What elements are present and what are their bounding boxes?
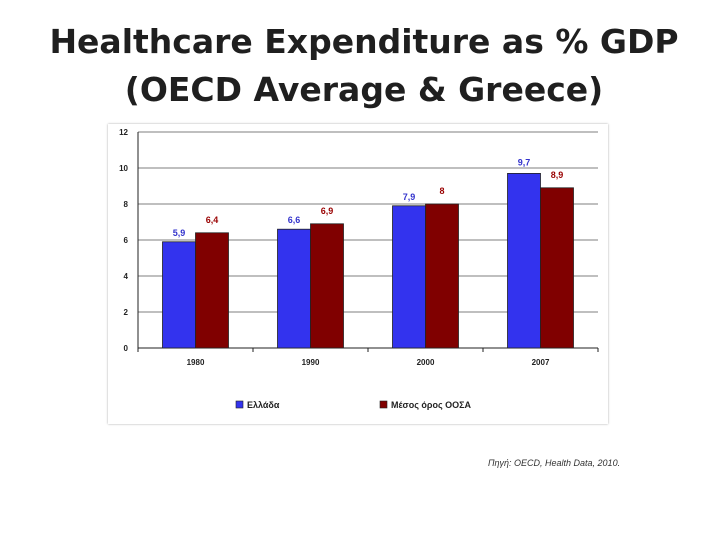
bar-greece bbox=[507, 173, 541, 349]
x-tick-label: 2000 bbox=[417, 358, 435, 367]
bar-greece bbox=[277, 228, 311, 349]
title-line-2: (OECD Average & Greece) bbox=[124, 70, 604, 109]
y-tick-label: 8 bbox=[124, 200, 129, 209]
bar-greece bbox=[162, 241, 196, 349]
bar-oecd bbox=[540, 187, 574, 349]
y-tick-label: 12 bbox=[119, 128, 128, 137]
legend-label: Ελλάδα bbox=[247, 400, 280, 410]
title-line-1: Healthcare Expenditure as % GDP bbox=[49, 22, 679, 61]
data-label: 8,9 bbox=[551, 170, 564, 180]
legend-swatch-oecd bbox=[379, 400, 388, 409]
y-tick-label: 2 bbox=[124, 308, 129, 317]
chart-panel: 0 2 4 6 8 10 12 5,9 6,4 1980 6,6 6,9 1990 7,9 8 2000 9,7… bbox=[108, 124, 608, 424]
legend-label: Μέσος όρος ΟΟΣΑ bbox=[391, 400, 472, 410]
data-label: 9,7 bbox=[518, 157, 531, 167]
x-tick-label: 1990 bbox=[302, 358, 320, 367]
data-label: 6,6 bbox=[288, 215, 301, 225]
legend-swatch-greece bbox=[235, 400, 244, 409]
slide-title: Healthcare Expenditure as % GDP (OECD Av… bbox=[0, 18, 728, 114]
bar-oecd bbox=[425, 203, 459, 349]
x-tick-label: 1980 bbox=[187, 358, 205, 367]
data-label: 6,9 bbox=[321, 206, 334, 216]
x-tick-label: 2007 bbox=[532, 358, 550, 367]
y-tick-label: 10 bbox=[119, 164, 128, 173]
data-label: 5,9 bbox=[173, 228, 186, 238]
bar-oecd bbox=[195, 232, 229, 349]
bar-chart: 0 2 4 6 8 10 12 5,9 6,4 1980 6,6 6,9 1990 7,9 8 2000 9,7… bbox=[119, 128, 599, 410]
data-label: 6,4 bbox=[206, 215, 219, 225]
data-label: 7,9 bbox=[403, 192, 416, 202]
y-tick-label: 0 bbox=[124, 344, 129, 353]
data-label: 8 bbox=[439, 186, 444, 196]
bar-greece bbox=[392, 205, 426, 349]
bar-oecd bbox=[310, 223, 344, 349]
source-note: Πηγή: OECD, Health Data, 2010. bbox=[488, 458, 621, 468]
y-tick-label: 6 bbox=[124, 236, 129, 245]
y-tick-label: 4 bbox=[124, 272, 129, 281]
